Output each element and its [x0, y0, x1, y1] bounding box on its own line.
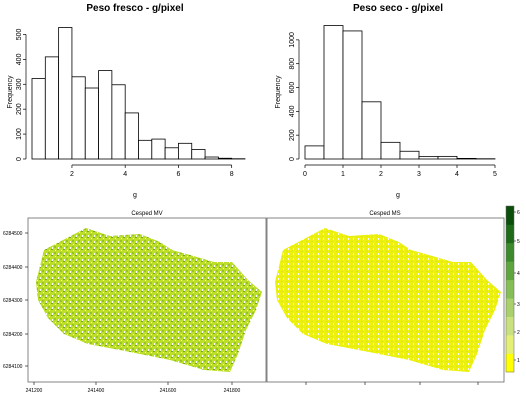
hist1-ytick-label-5: 500 — [16, 29, 23, 41]
hist1-ytick-label-1: 100 — [16, 128, 23, 140]
hist2-bar-8 — [456, 158, 477, 160]
hist1-bar-7 — [124, 112, 139, 160]
colorbar-segment-1 — [506, 335, 514, 354]
colorbar-segment-4 — [506, 279, 514, 299]
hist2-bar-3 — [361, 101, 382, 160]
hist2-ytick-label-2: 400 — [289, 105, 296, 117]
colorbar-tick-label-3: 4 — [517, 271, 520, 277]
map-xtick-label-0: 241200 — [26, 388, 43, 394]
hist1-ylabel: Frequency — [7, 75, 14, 109]
map-ytick-label-4: 6284100 — [3, 364, 23, 370]
map-axis-ticks: 241200 241400 241600 241800 6284500 6284400 62… — [3, 231, 479, 394]
hist1-bars — [31, 27, 246, 160]
colorbar-segment-0 — [506, 353, 514, 373]
hist2-xtick-label-3: 3 — [417, 171, 421, 178]
hist2-bar-0 — [304, 145, 325, 160]
colorbar-frame — [505, 205, 515, 373]
map-xtick-label-1: 241400 — [88, 388, 105, 394]
map-ytick-label-2: 6284300 — [3, 298, 23, 304]
map-ytick-label-0: 6284500 — [3, 231, 23, 237]
hist1-xtick-label-0: 2 — [70, 171, 74, 178]
hist1-xlabel: g — [133, 192, 137, 199]
colorbar-segment-3 — [506, 298, 514, 317]
hist1-ytick-label-4: 400 — [16, 53, 23, 65]
colorbar-tick-label-5: 6 — [517, 210, 520, 216]
map-mv-field — [36, 228, 262, 372]
hist1-bar-12 — [191, 149, 206, 160]
hist2-bar-2 — [342, 30, 363, 160]
hist2-xtick-label-2: 2 — [379, 171, 383, 178]
colorbar-tick-label-1: 2 — [517, 330, 520, 336]
hist2-xtick-label-1: 1 — [341, 171, 345, 178]
hist1-bar-1 — [44, 56, 60, 160]
histogram-peso-fresco: Peso fresco - g/pixel Frequency g 0 100 20… — [7, 3, 246, 199]
hist1-bar-13 — [204, 156, 219, 160]
hist2-ylabel: Frequency — [275, 75, 282, 109]
colorbar-segment-7 — [506, 224, 514, 244]
hist1-ytick-label-3: 300 — [16, 78, 23, 90]
hist1-bar-11 — [178, 142, 193, 160]
hist2-bar-4 — [380, 141, 401, 160]
hist1-bar-10 — [164, 147, 179, 160]
hist2-axes: 0 200 400 600 800 1000 0 1 2 3 4 5 — [289, 32, 497, 178]
hist1-xtick-label-2: 6 — [176, 171, 180, 178]
hist1-bar-9 — [151, 138, 166, 160]
map-panel-ms-title: Cesped MS — [369, 211, 400, 217]
hist1-bar-5 — [98, 70, 113, 160]
hist2-ytick-label-4: 800 — [289, 58, 296, 70]
map-xtick-label-2: 241600 — [160, 388, 177, 394]
hist1-bar-4 — [84, 87, 99, 160]
hist1-bar-2 — [58, 27, 73, 160]
colorbar-tick-label-4: 5 — [517, 239, 520, 245]
hist2-title: Peso seco - g/pixel — [353, 3, 443, 14]
hist2-bars — [304, 25, 496, 160]
hist2-bar-5 — [399, 150, 420, 160]
colorbar-segment-8 — [506, 206, 514, 225]
hist1-bar-0 — [31, 78, 46, 160]
hist2-xlabel: g — [396, 192, 400, 199]
hist2-xtick-label-5: 5 — [493, 171, 497, 178]
colorbar-tick-label-2: 3 — [517, 302, 520, 308]
hist1-bar-6 — [111, 84, 126, 160]
hist1-title: Peso fresco - g/pixel — [86, 3, 183, 14]
hist2-ytick-label-3: 600 — [289, 82, 296, 94]
map-ytick-label-3: 6284200 — [3, 332, 23, 338]
map-ms-field — [275, 228, 501, 372]
hist2-bar-7 — [437, 155, 458, 160]
hist1-xtick-label-1: 4 — [123, 171, 127, 178]
map-xtick-label-3: 241800 — [224, 388, 241, 394]
colorbar-segment-5 — [506, 261, 514, 281]
hist2-bar-1 — [323, 25, 344, 160]
map-ytick-label-1: 6284400 — [3, 265, 23, 271]
hist1-bar-3 — [71, 76, 86, 160]
histogram-peso-seco: Peso seco - g/pixel Frequency g 0 200 400 6… — [275, 3, 497, 199]
hist2-bar-6 — [418, 156, 439, 160]
hist2-xtick-label-0: 0 — [303, 171, 307, 178]
colorbar: 1 2 3 4 5 6 — [505, 205, 520, 373]
hist1-ytick-label-0: 0 — [16, 157, 23, 161]
hist2-ytick-label-5: 1000 — [289, 32, 296, 48]
hist1-bar-8 — [138, 139, 153, 160]
hist2-xtick-label-4: 4 — [455, 171, 459, 178]
colorbar-segment-2 — [506, 316, 514, 336]
colorbar-tick-label-0: 1 — [517, 358, 520, 364]
raster-maps: Cesped MV Cesped MS 241200 241400 241600 24… — [3, 205, 520, 394]
hist2-ytick-label-1: 200 — [289, 129, 296, 141]
colorbar-segment-6 — [506, 242, 514, 262]
hist1-axes: 0 100 200 300 400 500 2 4 6 8 — [16, 29, 234, 178]
hist1-xtick-label-3: 8 — [230, 171, 234, 178]
hist1-bar-14 — [217, 157, 233, 160]
hist1-ytick-label-2: 200 — [16, 103, 23, 115]
map-panel-mv-title: Cesped MV — [131, 211, 162, 217]
hist2-ytick-label-0: 0 — [289, 157, 296, 161]
